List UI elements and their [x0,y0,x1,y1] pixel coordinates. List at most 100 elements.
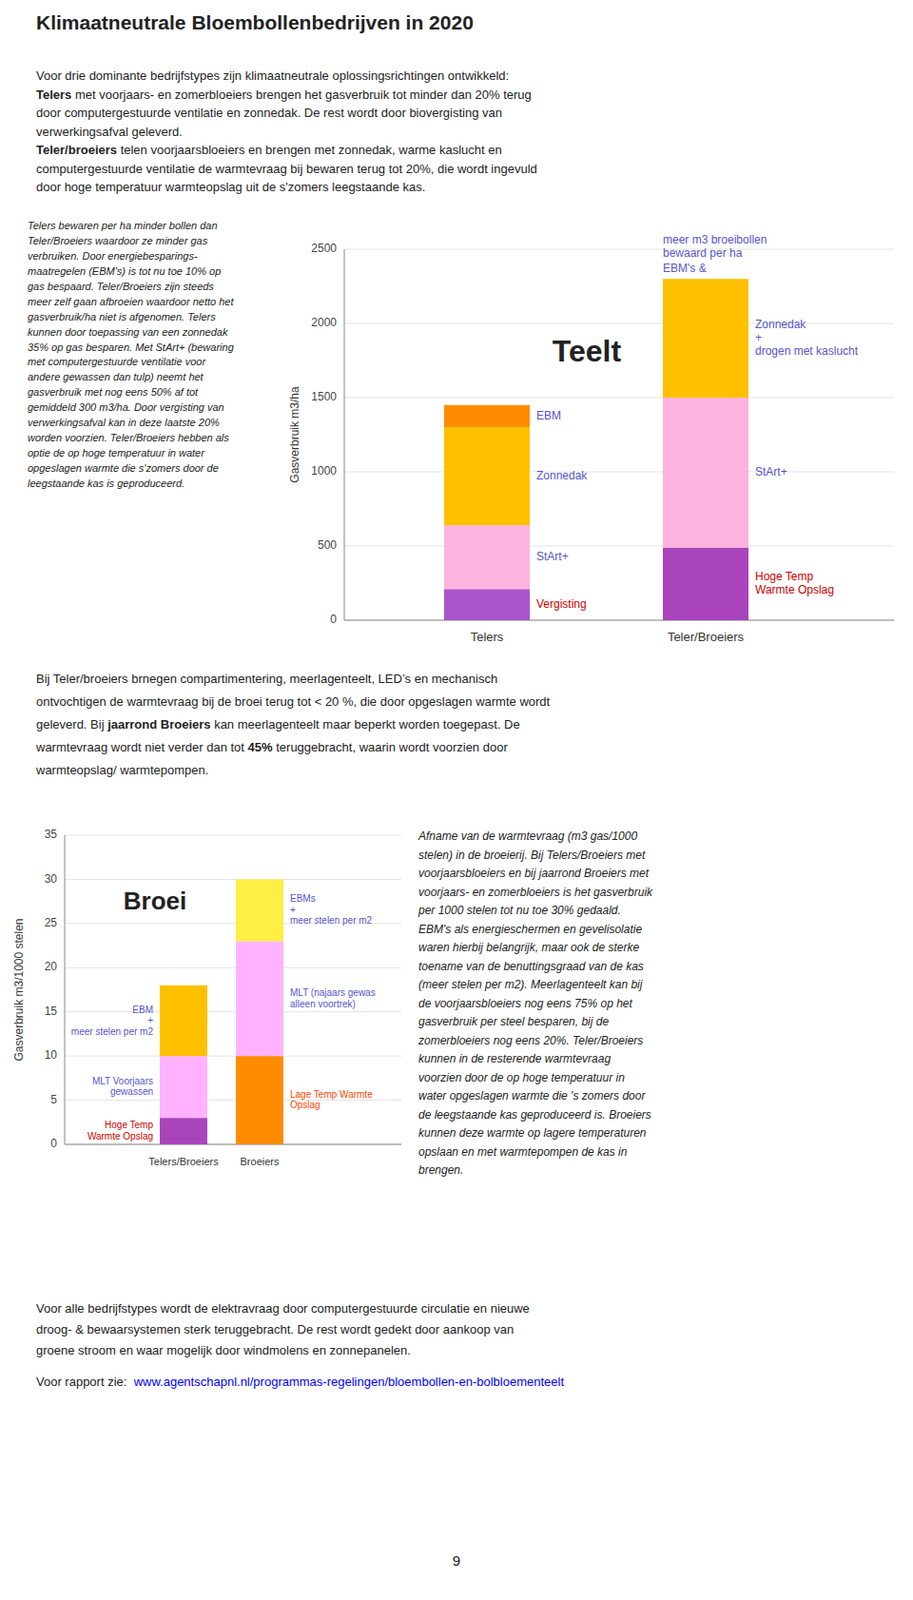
y-tick-label: 0 [50,1136,58,1150]
middle-line: geleverd. Bij jaarrond Broeiers kan meer… [36,713,893,737]
right-text-line: water opgeslagen warmte die 's zomers do… [418,1087,894,1107]
annotation: meer m3 broeibollenbewaard per ha [662,233,767,260]
x-axis-line [344,620,894,622]
grid-line [64,835,402,836]
grid-line [344,471,894,473]
y-tick-label: 2000 [310,315,337,330]
right-text-line: stelen) in de broeierij. Bij Telers/Broe… [418,846,894,866]
text-line: alleen voortrek) [290,997,356,1009]
text-line: meer stelen per m2 [71,1025,155,1036]
intro-line: computergestuurde ventilatie de warmtevr… [36,159,893,179]
plot: 05001000150020002500VergistingStArt+Zonn… [310,233,894,644]
y-tick-label: 0 [330,612,337,626]
y-tick-label: 15 [44,1004,59,1018]
x-axis-line [64,1144,402,1146]
middle-bold: 45% [248,739,273,755]
bar-segment [662,547,749,621]
text-line: + [290,904,296,915]
text-line: Opslag [290,1099,321,1110]
right-text-line: kunnen in de resterende warmtevraag [418,1049,894,1069]
intro-text: Voor drie dominante bedrijfstypes zijn k… [36,66,893,197]
text-line: Lage Temp Warmte [290,1087,373,1099]
text-line: gewassen [110,1086,154,1097]
text-line: Vergisting [536,597,587,611]
segment-label: EBM+meer stelen per m2 [71,1003,155,1036]
right-text-line: Afname van de warmtevraag (m3 gas/1000 [418,827,894,847]
middle-post: kan meerlagenteelt maar beperkt worden t… [211,717,521,732]
bar-segment [444,405,530,428]
bar-segment [235,940,284,1056]
grid-line [64,1099,402,1101]
page: Klimaatneutrale Bloembollenbedrijven in … [0,0,913,1600]
grid-line [344,397,894,399]
bar-segment [235,878,284,941]
bar-segment [159,1117,208,1145]
right-text-line: de voorjaarsbloeiers nog eens 75% op het [418,994,894,1014]
text-line: Hoge Temp [755,569,814,583]
y-tick-label: 500 [317,538,337,552]
bar-segment [662,278,749,398]
bar-segment [235,1055,284,1145]
page-title: Klimaatneutrale Bloembollenbedrijven in … [36,11,474,35]
right-text-line: voorjaarsbloeiers en bij jaarrond Broeie… [418,864,894,884]
chart: 05101520253035Hoge TempWarmte OpslagMLT … [9,815,409,1183]
text-line: EBM [132,1003,154,1014]
bar-segment [444,588,530,621]
segment-label: Hoge TempWarmte Opslag [755,569,835,597]
y-tick-label: 20 [44,959,59,973]
grid-line [344,620,894,622]
intro-line: verwerkingsafval geleverd. [36,122,893,142]
middle-line: Bij Teler/broeiers brnegen compartimente… [36,667,893,691]
left-text: Telers bewaren per ha minder bollen dan … [27,218,283,492]
segment-label: Zonnedak [536,468,588,483]
intro-text-span: Voor drie dominante bedrijfstypes zijn k… [36,68,509,83]
text-line: EBMs [290,893,316,904]
chart-title: Teelt [552,333,622,369]
segment-label: MLT Voorjaarsgewassen [92,1075,154,1098]
x-tick-label: Telers/Broeiers [148,1155,219,1167]
x-tick-label: Broeiers [240,1155,280,1167]
bar-segment [444,524,530,589]
intro-line: Telers met voorjaars- en zomerbloeiers b… [36,85,893,105]
middle-post: teruggebracht, waarin wordt voorzien doo… [272,739,508,755]
intro-line: Voor drie dominante bedrijfstypes zijn k… [36,66,893,86]
text-line: bewaard per ha [662,246,743,260]
x-tick-label: Teler/Broeiers [667,629,745,644]
segment-label: MLT (najaars gewasalleen voortrek) [290,987,376,1010]
grid-line [344,323,894,325]
intro-text-span: met voorjaars- en zomerbloeiers brengen … [71,87,531,102]
middle-text-span: Bij Teler/broeiers brnegen compartimente… [36,671,498,686]
segment-labels: Hoge TempWarmte OpslagMLT Voorjaarsgewas… [71,893,376,1141]
text-line: Hoge Temp [104,1119,154,1130]
grid-line [344,249,894,251]
y-tick-label: 1000 [310,464,337,478]
segment-label: Zonnedak+drogen met kaslucht [755,317,859,358]
y-tick-label: 25 [44,915,59,930]
intro-line: Teler/broeiers telen voorjaarsbloeiers e… [36,140,893,160]
intro-text-span: door computergestuurde ventilatie en zon… [36,105,503,120]
x-tick-label: Telers [470,629,505,644]
y-axis-line [64,835,66,1145]
right-text-line: brengen. [418,1161,894,1181]
text-line: Zonnedak [536,468,588,483]
chart-title: Broei [123,886,187,915]
grid-line [64,878,402,880]
segment-label: EBM [536,408,562,423]
right-text-line: waren hierbij belangrijk, maar ook de st… [418,938,894,958]
right-text-line: voorjaars- en zomerbloeiers is het gasve… [418,883,894,903]
right-text-line: opslaan en met warmtepompen de kas in [418,1143,894,1163]
text-line: Zonnedak [755,317,807,331]
text-line: MLT Voorjaars [92,1075,154,1087]
segment-label: StArt+ [755,465,788,479]
grid-line [64,967,402,969]
middle-pre: warmtevraag wordt niet verder dan tot [36,739,249,755]
grid-line [344,545,894,547]
footer-link-prefix: Voor rapport zie: [36,1374,135,1389]
footer-line: Voor alle bedrijfstypes wordt de elektra… [36,1298,893,1320]
footer-line: groene stroom en waar mogelijk door wind… [36,1340,893,1361]
segment-label: Lage Temp WarmteOpslag [290,1087,373,1110]
right-text: Afname van de warmtevraag (m3 gas/1000st… [418,827,894,1181]
text-line: drogen met kaslucht [755,344,859,358]
text-line: MLT (najaars gewas [290,987,376,998]
bar-segment [159,1055,208,1118]
